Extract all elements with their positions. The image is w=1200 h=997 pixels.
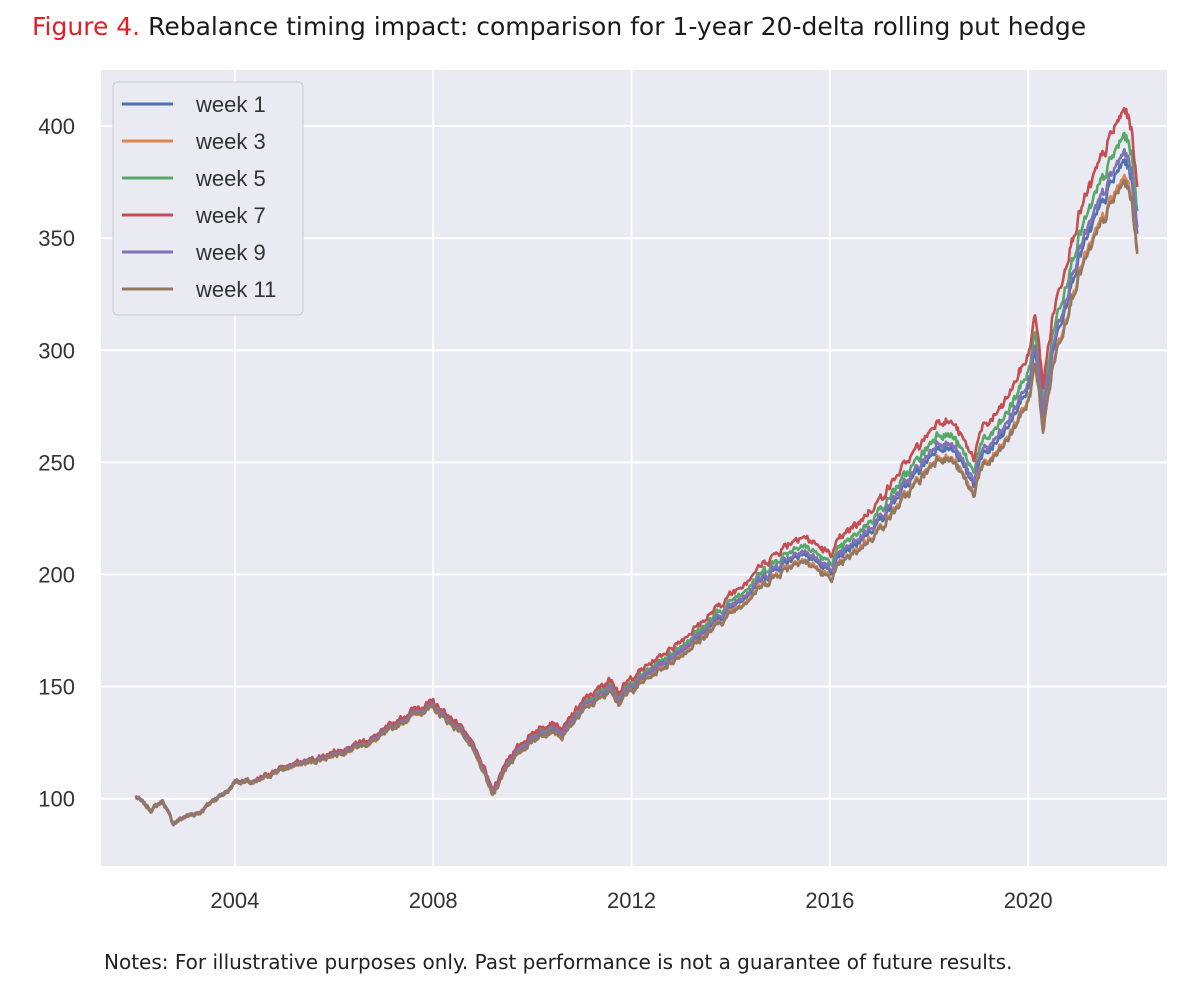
figure-label: Figure 4. [32, 12, 141, 41]
legend-label: week 7 [195, 203, 266, 228]
x-tick-label: 2012 [607, 888, 656, 913]
x-tick-label: 2016 [805, 888, 854, 913]
figure-title-text: Rebalance timing impact: comparison for … [148, 12, 1087, 41]
legend-label: week 3 [195, 129, 266, 154]
y-tick-label: 300 [38, 338, 75, 363]
y-tick-label: 150 [38, 675, 75, 700]
figure-notes: Notes: For illustrative purposes only. P… [104, 950, 1013, 974]
legend: week 1 week 3 week 5 week 7 week 9 week 11 [112, 81, 304, 316]
figure-title: Figure 4. Rebalance timing impact: compa… [32, 12, 1086, 41]
series-lines [134, 107, 1139, 827]
legend-label: week 1 [195, 92, 266, 117]
y-tick-label: 350 [38, 226, 75, 251]
y-tick-label: 400 [38, 114, 75, 139]
x-tick-label: 2008 [409, 888, 458, 913]
y-tick-label: 100 [38, 787, 75, 812]
legend-label: week 5 [195, 166, 266, 191]
x-tick-label: 2004 [210, 888, 259, 913]
legend-label: week 9 [195, 240, 266, 265]
x-tick-label: 2020 [1004, 888, 1053, 913]
y-tick-label: 250 [38, 450, 75, 475]
legend-label: week 11 [195, 277, 276, 302]
series-line-week-11 [135, 179, 1139, 826]
x-axis-ticks: 2004 2008 2012 2016 2020 [210, 888, 1052, 913]
y-tick-label: 200 [38, 563, 75, 588]
y-axis-ticks: 100 150 200 250 300 350 400 [38, 114, 75, 812]
